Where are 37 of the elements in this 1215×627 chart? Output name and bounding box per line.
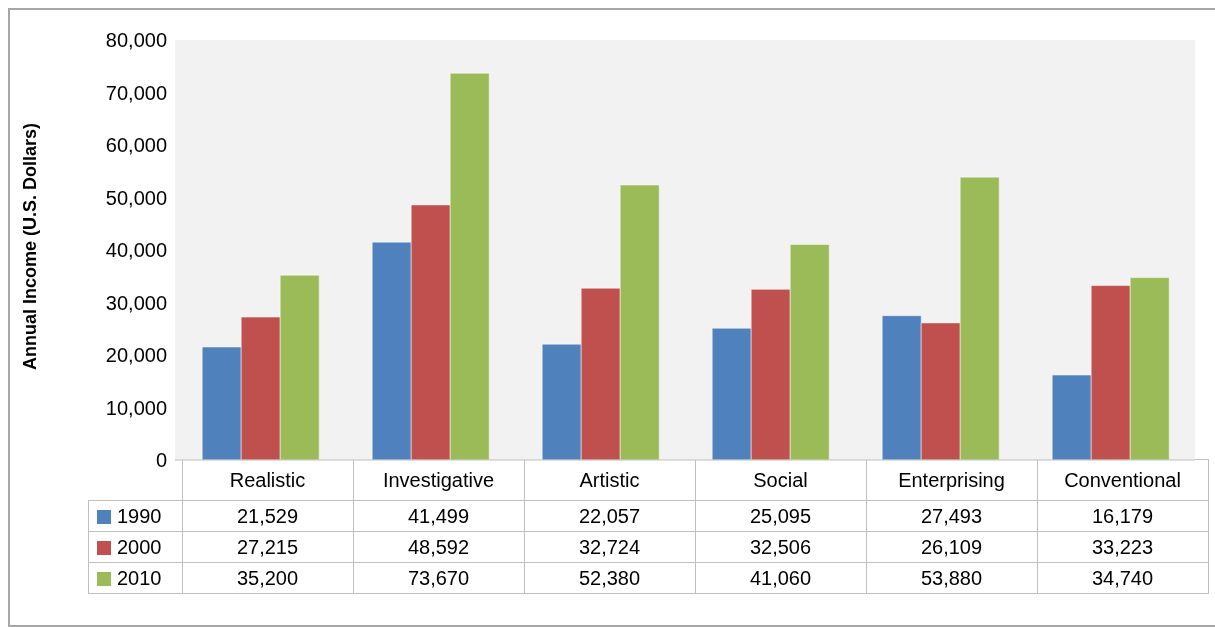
y-tick-label: 50,000 <box>105 186 167 209</box>
legend-label: 2010 <box>88 562 182 594</box>
x-tick-label: Investigative <box>353 459 524 501</box>
data-label: 53,880 <box>866 562 1037 594</box>
data-label: 25,095 <box>695 500 866 532</box>
data-label: 21,529 <box>182 500 353 532</box>
data-label: 26,109 <box>866 531 1037 563</box>
data-label: 41,060 <box>695 562 866 594</box>
data-label: 22,057 <box>524 500 695 532</box>
data-label: 41,499 <box>353 500 524 532</box>
legend-label: 2000 <box>88 531 182 563</box>
data-label: 32,506 <box>695 531 866 563</box>
y-tick-label: 30,000 <box>105 291 167 314</box>
y-tick-label: 80,000 <box>105 29 167 52</box>
data-label: 35,200 <box>182 562 353 594</box>
x-tick-label: Artistic <box>524 459 695 501</box>
y-tick-label: 60,000 <box>105 134 167 157</box>
data-label: 16,179 <box>1037 500 1208 532</box>
data-label: 27,215 <box>182 531 353 563</box>
x-tick-label: Enterprising <box>866 459 1037 501</box>
y-tick-label: 40,000 <box>105 239 167 262</box>
x-tick-label: Realistic <box>182 459 353 501</box>
y-tick-label: 10,000 <box>105 396 167 419</box>
y-tick-label: 0 <box>155 449 167 472</box>
data-label: 73,670 <box>353 562 524 594</box>
data-label: 32,724 <box>524 531 695 563</box>
y-tick-label: 70,000 <box>105 81 167 104</box>
x-tick-label: Social <box>695 459 866 501</box>
y-tick-label: 20,000 <box>105 344 167 367</box>
data-label: 48,592 <box>353 531 524 563</box>
x-tick-label: Conventional <box>1037 459 1208 501</box>
data-label: 52,380 <box>524 562 695 594</box>
y-axis-title: Annual Income (U.S. Dollars) <box>20 122 41 370</box>
data-label: 33,223 <box>1037 531 1208 563</box>
data-label: 34,740 <box>1037 562 1208 594</box>
legend-label: 1990 <box>88 500 182 532</box>
data-label: 27,493 <box>866 500 1037 532</box>
